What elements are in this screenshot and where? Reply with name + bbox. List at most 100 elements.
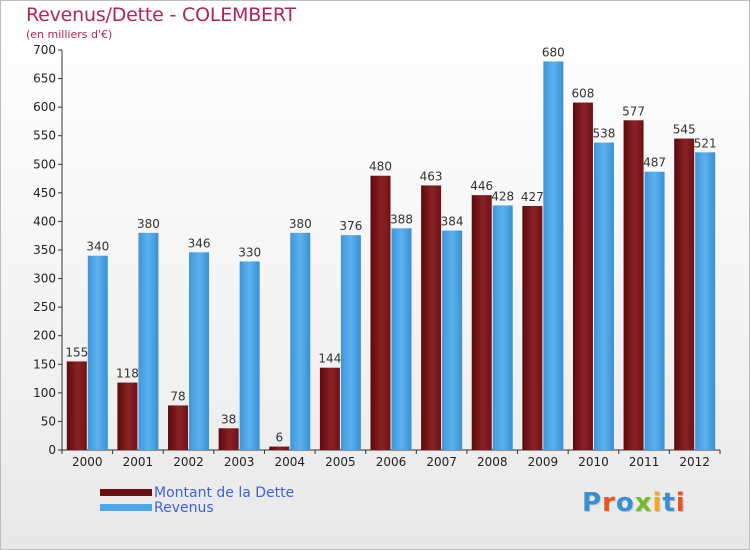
data-label-revenus: 384 [441,215,464,229]
data-label-dette: 6 [275,431,283,445]
x-tick-label: 2004 [274,455,305,469]
bar-revenus [138,232,159,450]
bar-revenus [391,228,412,450]
bar-dette [66,361,87,450]
data-label-dette: 446 [470,179,493,193]
logo-letter: t [662,488,676,518]
data-label-dette: 463 [420,169,443,183]
bar-revenus [340,235,361,450]
y-tick-label: 400 [33,214,56,228]
logo-letter: P [582,488,603,518]
data-label-revenus: 388 [390,212,413,226]
data-label-dette: 118 [116,367,139,381]
legend-item-dette: Montant de la Dette [100,486,294,501]
data-label-revenus: 380 [289,217,312,231]
data-label-revenus: 340 [86,240,109,254]
logo-letter: i [652,488,663,518]
bar-revenus [239,261,260,450]
y-tick-label: 100 [33,386,56,400]
logo-letter: i [675,488,686,518]
bar-dette [319,367,340,450]
bar-dette [168,405,189,450]
y-tick-label: 200 [33,329,56,343]
bar-revenus [492,205,513,450]
legend-label-revenus: Revenus [154,500,214,516]
bar-revenus [543,61,564,451]
logo-letter: r [602,488,616,518]
legend-swatch-revenus [100,503,152,511]
data-label-dette: 577 [622,104,645,118]
bar-revenus [290,232,311,450]
data-label-revenus: 538 [593,127,616,141]
y-tick-label: 600 [33,100,56,114]
bar-dette [421,185,442,450]
y-tick-label: 50 [41,414,56,428]
bar-dette [522,206,543,450]
data-label-revenus: 376 [339,219,362,233]
x-tick-label: 2010 [578,455,609,469]
x-tick-label: 2008 [477,455,508,469]
x-tick-label: 2001 [123,455,154,469]
data-label-dette: 155 [65,345,88,359]
legend-swatch-dette [100,488,152,496]
bar-dette [269,446,290,450]
x-tick-label: 2003 [224,455,255,469]
bar-revenus [695,152,716,451]
bar-dette [572,102,593,451]
chart-subtitle: (en milliers d'€) [26,28,113,41]
bar-revenus [593,142,614,451]
y-tick-label: 0 [48,443,56,457]
data-label-revenus: 487 [643,156,666,170]
legend-label-dette: Montant de la Dette [154,485,295,501]
data-label-revenus: 380 [137,217,160,231]
data-label-dette: 144 [318,352,341,366]
data-label-dette: 38 [221,412,236,426]
data-label-revenus: 680 [542,45,565,59]
bar-dette [370,175,391,450]
y-tick-label: 450 [33,186,56,200]
y-tick-label: 150 [33,357,56,371]
data-label-revenus: 330 [238,245,261,259]
legend: Montant de la Dette Revenus [100,486,294,516]
data-label-revenus: 428 [491,189,514,203]
bar-dette [218,428,239,450]
y-tick-label: 700 [33,43,56,57]
bar-revenus [442,230,463,450]
x-tick-label: 2002 [173,455,204,469]
data-label-dette: 545 [673,123,696,137]
legend-item-revenus: Revenus [100,501,294,516]
y-tick-label: 300 [33,272,56,286]
bar-revenus [644,171,665,450]
y-tick-label: 500 [33,157,56,171]
x-axis: 2000 2001 2002 2003 2004 2005 2006 2007 2008 2009… [61,449,721,469]
data-label-revenus: 346 [188,236,211,250]
data-label-dette: 78 [170,389,185,403]
data-label-dette: 427 [521,190,544,204]
proxiti-logo: Proxiti [582,488,686,518]
bar-dette [117,382,138,450]
x-tick-label: 2000 [72,455,103,469]
x-tick-label: 2007 [426,455,457,469]
y-tick-label: 650 [33,72,56,86]
x-tick-label: 2005 [325,455,356,469]
bar-revenus [87,255,108,450]
y-tick-label: 350 [33,243,56,257]
y-tick-label: 550 [33,129,56,143]
y-axis: 0 50 100 150 200 250 300 350 400 450 500 550 600 650 7… [33,43,63,457]
bars: 155 340 118 380 78 346 38 330 6 380 144 376 480 388 46… [65,45,717,451]
x-tick-label: 2006 [376,455,407,469]
chart-title: Revenus/Dette - COLEMBERT [26,4,296,26]
bar-dette [674,138,695,451]
logo-letter: x [634,488,653,518]
bar-revenus [189,252,210,450]
x-tick-label: 2011 [629,455,660,469]
y-tick-label: 250 [33,300,56,314]
logo-letter: o [615,488,635,518]
bar-dette [471,195,492,450]
data-label-dette: 608 [572,87,595,101]
x-tick-label: 2009 [528,455,559,469]
data-label-revenus: 521 [694,136,717,150]
data-label-dette: 480 [369,160,392,174]
x-tick-label: 2012 [679,455,710,469]
